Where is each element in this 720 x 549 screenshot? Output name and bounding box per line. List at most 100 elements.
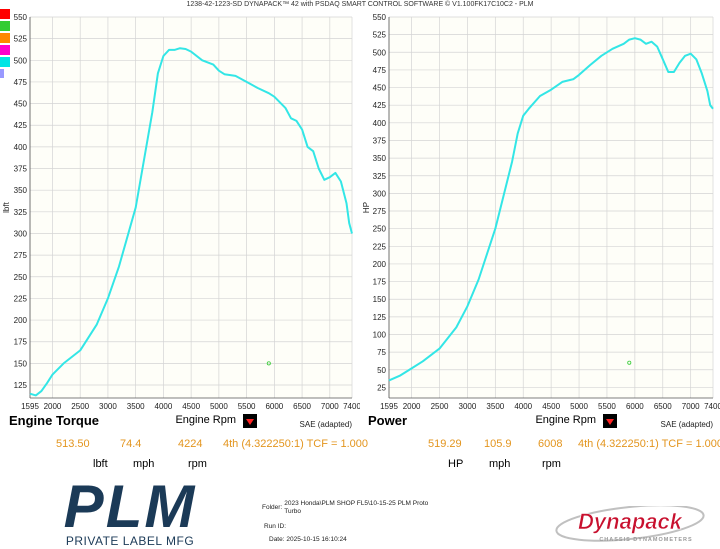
torque-readout-rpm: 4224: [178, 438, 203, 450]
dynapack-logo: Dynapack CHASSIS DYNAMOMETERS: [555, 506, 705, 543]
x-tick-label: 5500: [598, 402, 616, 411]
x-tick-label: 5500: [238, 402, 256, 411]
y-tick-label: 225: [14, 294, 28, 303]
folder-value-continued: Turbo: [284, 508, 301, 515]
color-swatch[interactable]: [0, 69, 4, 78]
y-tick-label: 150: [14, 359, 28, 368]
cursor-marker: [266, 361, 271, 366]
folder-value: 2023 Honda\PLM SHOP FL5\10-15-25 PLM Pro…: [284, 500, 429, 507]
x-tick-label: 6000: [265, 402, 283, 411]
y-tick-label: 425: [373, 101, 387, 110]
y-tick-label: 500: [14, 56, 28, 65]
x-tick-label: 5000: [210, 402, 228, 411]
color-swatch[interactable]: [0, 57, 10, 67]
power-readout-gear: 4th (4.322250:1) TCF = 1.000: [578, 438, 720, 450]
y-tick-label: 450: [373, 84, 387, 93]
y-tick-label: 325: [373, 172, 387, 181]
y-tick-label: 475: [14, 78, 28, 87]
x-tick-label: 5000: [570, 402, 588, 411]
y-tick-label: 200: [373, 260, 387, 269]
folder-label: Folder:: [262, 504, 283, 511]
x-tick-label: 1595: [21, 402, 39, 411]
plm-logo-mark: PLM: [64, 479, 197, 540]
torque-readout-gear: 4th (4.322250:1) TCF = 1.000: [223, 438, 369, 450]
data-line: [29, 47, 353, 397]
color-swatch[interactable]: [0, 45, 10, 55]
chart-title: Engine Torque: [9, 413, 99, 428]
color-swatch[interactable]: [0, 21, 10, 31]
dropdown-arrow-icon: [246, 419, 254, 425]
y-tick-label: 100: [373, 331, 387, 340]
x-tick-label: 7400: [704, 402, 720, 411]
y-tick-label: 200: [14, 316, 28, 325]
y-tick-label: 175: [14, 338, 28, 347]
y-axis-label: HP: [362, 202, 371, 213]
rpm-unit-label: rpm: [188, 458, 207, 470]
x-tick-label: 4000: [155, 402, 173, 411]
color-swatch-strip: [0, 9, 10, 80]
color-swatch[interactable]: [0, 33, 10, 43]
x-tick-label: 7000: [682, 402, 700, 411]
power-unit-label: HP: [448, 458, 464, 470]
y-tick-label: 175: [373, 278, 387, 287]
y-tick-label: 525: [373, 31, 387, 40]
x-tick-label: 2000: [403, 402, 421, 411]
correction-standard-label: SAE (adapted): [300, 420, 353, 429]
x-tick-label: 3500: [127, 402, 145, 411]
software-title: 1238-42-1223-SD DYNAPACK™ 42 with PSDAQ …: [186, 1, 534, 8]
run-info: Folder: 2023 Honda\PLM SHOP FL5\10-15-25…: [262, 500, 428, 544]
y-axis-label: lbft: [2, 201, 11, 212]
x-tick-label: 4500: [542, 402, 560, 411]
x-tick-label: 7400: [343, 402, 360, 411]
y-tick-label: 225: [373, 242, 387, 251]
torque-readout-value: 513.50: [56, 438, 90, 450]
y-tick-label: 400: [14, 143, 28, 152]
y-tick-label: 375: [373, 136, 387, 145]
chart-title: Power: [368, 413, 407, 428]
torque-chart: 125 150 175 200 225 250 275 300 325 350 375 400 425 4…: [2, 13, 360, 429]
x-tick-label: 3000: [99, 402, 117, 411]
y-tick-label: 50: [377, 366, 386, 375]
y-tick-label: 550: [14, 13, 28, 22]
x-tick-label: 3000: [459, 402, 477, 411]
date-label: Date:: [269, 536, 285, 543]
y-tick-label: 75: [377, 348, 386, 357]
date-value: 2025-10-15 16:10:24: [286, 536, 347, 543]
power-readout-speed: 105.9: [484, 438, 512, 450]
x-tick-label: 6500: [654, 402, 672, 411]
y-tick-label: 325: [14, 208, 28, 217]
x-tick-label: 3500: [486, 402, 504, 411]
y-tick-label: 400: [373, 119, 387, 128]
data-line: [388, 37, 714, 382]
correction-standard-label: SAE (adapted): [661, 420, 714, 429]
x-tick-label: 6500: [293, 402, 311, 411]
y-tick-label: 525: [14, 35, 28, 44]
speed-unit-label: mph: [133, 458, 155, 470]
x-tick-label: 2500: [71, 402, 89, 411]
x-tick-label: 4000: [514, 402, 532, 411]
power-readout-rpm: 6008: [538, 438, 563, 450]
y-tick-label: 350: [14, 186, 28, 195]
dynapack-swoosh: [555, 506, 705, 542]
y-tick-label: 275: [373, 207, 387, 216]
x-tick-label: 7000: [321, 402, 339, 411]
x-axis-label: Engine Rpm: [535, 414, 596, 426]
y-tick-label: 425: [14, 121, 28, 130]
y-tick-label: 250: [14, 273, 28, 282]
y-tick-label: 300: [373, 189, 387, 198]
color-swatch[interactable]: [0, 9, 10, 19]
torque-readout-speed: 74.4: [120, 438, 142, 450]
y-tick-label: 275: [14, 251, 28, 260]
speed-unit-label: mph: [489, 458, 511, 470]
x-tick-label: 4500: [182, 402, 200, 411]
power-chart: 25 50 75 100 125 150 175 200 225 250 275 300 325 350 3…: [362, 13, 720, 429]
y-tick-label: 500: [373, 48, 387, 57]
y-tick-label: 450: [14, 100, 28, 109]
x-tick-label: 2500: [431, 402, 449, 411]
cursor-marker: [627, 360, 632, 365]
y-tick-label: 150: [373, 295, 387, 304]
rpm-unit-label: rpm: [542, 458, 561, 470]
power-readout-value: 519.29: [428, 438, 462, 450]
torque-unit-label: lbft: [93, 458, 108, 470]
y-tick-label: 125: [14, 381, 28, 390]
